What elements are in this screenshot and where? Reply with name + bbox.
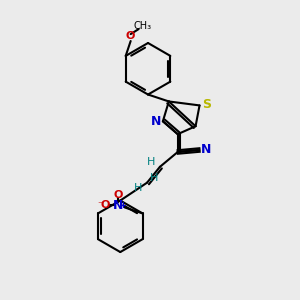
- Text: ⁻: ⁻: [98, 200, 103, 211]
- Text: N: N: [151, 115, 161, 128]
- Text: N: N: [201, 142, 212, 155]
- Text: H: H: [150, 173, 158, 183]
- Text: O: O: [126, 31, 135, 41]
- Text: CH₃: CH₃: [134, 21, 152, 31]
- Text: +: +: [119, 201, 126, 210]
- Text: H: H: [147, 157, 155, 167]
- Text: O: O: [113, 190, 122, 200]
- Text: H: H: [134, 183, 142, 193]
- Text: O: O: [100, 200, 110, 211]
- Text: N: N: [112, 199, 123, 212]
- Text: S: S: [202, 98, 211, 111]
